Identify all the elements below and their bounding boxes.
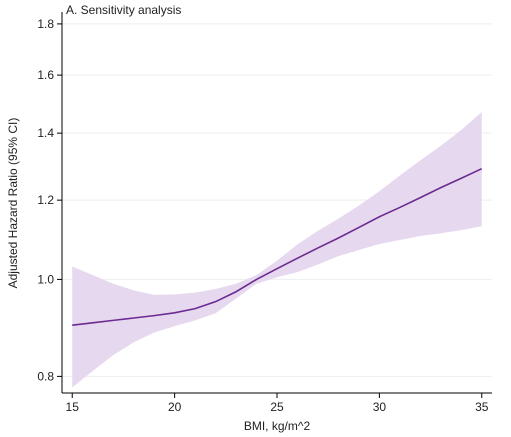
x-tick-label: 35 xyxy=(475,400,489,414)
y-tick-label: 1.8 xyxy=(37,17,54,31)
y-tick-label: 1.4 xyxy=(37,126,54,140)
x-tick-label: 25 xyxy=(270,400,284,414)
x-axis-label: BMI, kg/m^2 xyxy=(244,419,311,433)
y-tick-label: 1.2 xyxy=(37,193,54,207)
x-tick-label: 20 xyxy=(168,400,182,414)
y-axis-label: Adjusted Hazard Ratio (95% CI) xyxy=(6,118,20,289)
hazard-ratio-line xyxy=(72,167,483,326)
x-tick-label: 15 xyxy=(66,400,80,414)
y-tick-label: 1.6 xyxy=(37,68,54,82)
y-tick-label: 0.8 xyxy=(37,369,54,383)
confidence-band xyxy=(72,111,482,388)
chart-title: A. Sensitivity analysis xyxy=(66,3,181,17)
y-tick-label: 1.0 xyxy=(37,272,54,286)
x-tick-label: 30 xyxy=(373,400,387,414)
